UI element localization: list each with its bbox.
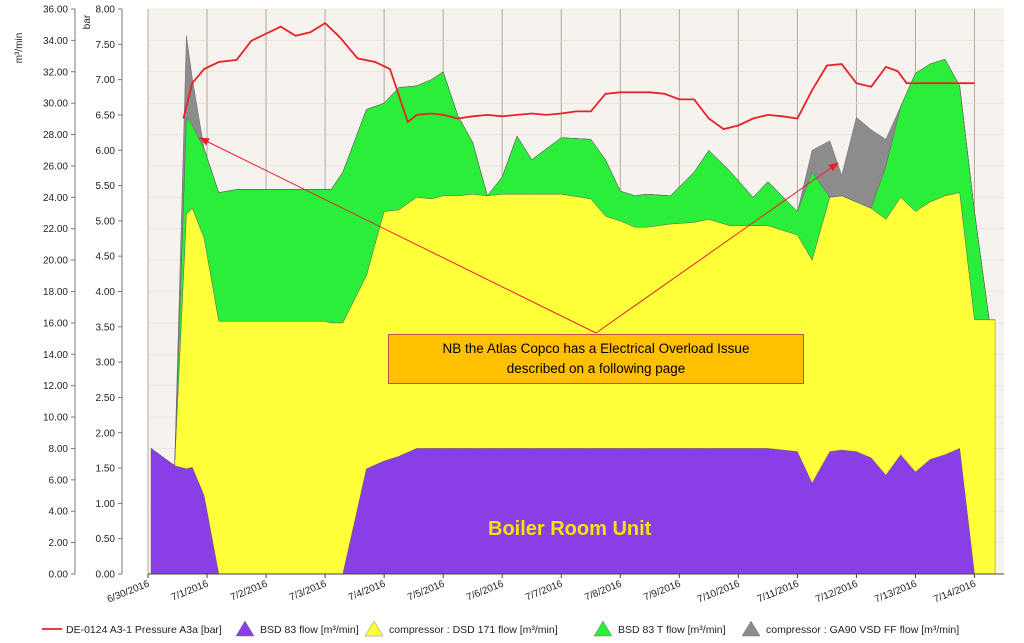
legend-background — [0, 613, 1024, 643]
y-left-tick-label: 34.00 — [43, 36, 68, 47]
y-right-tick-label: 6.00 — [96, 146, 116, 157]
annotation-arrows — [199, 137, 839, 334]
y-right-tick-label: 2.50 — [96, 393, 116, 404]
y-left-tick-label: 18.00 — [43, 287, 68, 298]
y-right-tick-label: 5.50 — [96, 181, 116, 192]
y-left-tick-label: 12.00 — [43, 381, 68, 392]
y-left-tick-label: 26.00 — [43, 161, 68, 172]
y-left-tick-label: 8.00 — [49, 444, 69, 455]
legend: DE-0124 A3-1 Pressure A3a [bar] BSD 83 fl… — [0, 613, 1024, 643]
legend-label: BSD 83 flow [m³/min] — [260, 624, 359, 636]
y-right-tick-label: 2.00 — [96, 428, 116, 439]
y-right-tick-label: 1.00 — [96, 499, 116, 510]
legend-label: compressor : GA90 VSD FF flow [m³/min] — [766, 624, 959, 636]
y-right-axis-title: bar — [82, 14, 93, 29]
annotation-box: NB the Atlas Copco has a Electrical Over… — [388, 334, 804, 384]
y-right-tick-label: 6.50 — [96, 110, 116, 121]
y-right-tick-label: 4.00 — [96, 287, 116, 298]
y-left-tick-label: 30.00 — [43, 99, 68, 110]
y-left-tick-label: 0.00 — [49, 570, 69, 581]
annotation-arrow-left — [199, 137, 597, 334]
y-left-tick-label: 24.00 — [43, 193, 68, 204]
y-left-tick-label: 10.00 — [43, 413, 68, 424]
legend-swatch — [235, 620, 255, 637]
y-left-tick-label: 16.00 — [43, 318, 68, 329]
area-series-4 — [150, 35, 996, 467]
legend-label: BSD 83 T flow [m³/min] — [618, 624, 726, 636]
y-right-tick-label: 5.00 — [96, 216, 116, 227]
y-right-tick-label: 4.50 — [96, 252, 116, 263]
y-left-tick-label: 4.00 — [49, 507, 69, 518]
legend-swatch — [593, 620, 613, 637]
annotation-line-2: described on a following page — [506, 361, 686, 376]
legend-swatch — [741, 620, 761, 637]
legend-label: DE-0124 A3-1 Pressure A3a [bar] — [66, 624, 222, 636]
y-right-tick-label: 7.00 — [96, 75, 116, 86]
annotation-arrow-right — [595, 162, 839, 334]
y-right-tick-label: 7.50 — [96, 40, 116, 51]
y-left-tick-label: 2.00 — [49, 538, 69, 549]
pressure-line — [182, 21, 975, 131]
legend-label: compressor : DSD 171 flow [m³/min] — [389, 624, 558, 636]
y-right-tick-label: 8.00 — [96, 5, 116, 16]
y-right-tick-label: 3.00 — [96, 358, 116, 369]
legend-swatch — [364, 620, 384, 637]
y-left-tick-label: 6.00 — [49, 475, 69, 486]
y-right-tick-label: 3.50 — [96, 322, 116, 333]
watermark-label: Boiler Room Unit — [488, 518, 652, 540]
y-right-tick-label: 1.50 — [96, 464, 116, 475]
annotation-line-1: NB the Atlas Copco has a Electrical Over… — [442, 341, 750, 356]
y-left-tick-label: 28.00 — [43, 130, 68, 141]
y-left-tick-label: 22.00 — [43, 224, 68, 235]
y-left-axis-title: m³/min — [14, 33, 25, 64]
y-right-tick-label: 0.50 — [96, 534, 116, 545]
y-right-tick-label: 0.00 — [96, 570, 116, 581]
y-left-tick-label: 14.00 — [43, 350, 68, 361]
y-left-tick-label: 36.00 — [43, 5, 68, 16]
pressure-line-path — [182, 21, 975, 131]
y-left-tick-label: 32.00 — [43, 67, 68, 78]
y-left-tick-label: 20.00 — [43, 256, 68, 267]
